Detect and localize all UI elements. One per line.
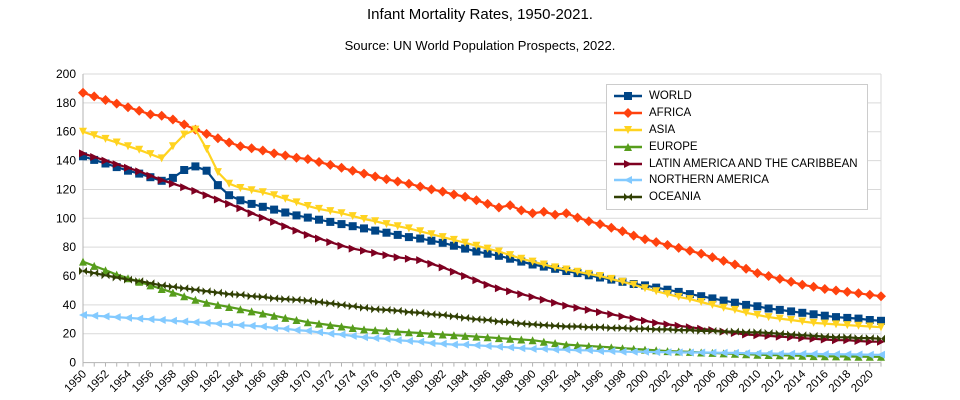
svg-text:20: 20 (63, 327, 77, 341)
legend-item-northern-america: NORTHERN AMERICA (613, 172, 863, 189)
svg-text:1998: 1998 (602, 368, 629, 395)
svg-text:1988: 1988 (490, 368, 517, 395)
svg-text:1992: 1992 (535, 368, 562, 395)
svg-text:2020: 2020 (849, 368, 876, 395)
svg-text:1986: 1986 (467, 368, 494, 395)
legend-item-asia: ASIA (613, 122, 863, 139)
legend-label-northern-america: NORTHERN AMERICA (649, 174, 769, 187)
svg-text:1980: 1980 (400, 368, 427, 395)
legend-label-africa: AFRICA (649, 107, 692, 120)
svg-text:2006: 2006 (692, 368, 719, 395)
legend-label-europe: EUROPE (649, 140, 698, 153)
legend-marker-latin-america-and-the-caribbean-icon (614, 159, 642, 168)
svg-text:2000: 2000 (625, 368, 652, 395)
legend-marker-europe-icon (614, 142, 642, 151)
legend-item-latin-america-and-the-caribbean: LATIN AMERICA AND THE CARIBBEAN (613, 155, 863, 172)
series-oceania-markers (79, 267, 885, 343)
svg-text:40: 40 (63, 298, 77, 312)
legend-marker-world-icon (614, 92, 642, 101)
y-axis-labels: 0 20 40 60 80 100 120 140 160 180 200 (56, 67, 76, 370)
svg-text:1962: 1962 (197, 368, 224, 395)
svg-text:1970: 1970 (287, 368, 314, 395)
svg-text:1956: 1956 (130, 368, 157, 395)
legend-item-europe: EUROPE (613, 138, 863, 155)
svg-text:2002: 2002 (647, 368, 674, 395)
svg-text:1964: 1964 (220, 368, 247, 395)
svg-text:0: 0 (69, 356, 76, 370)
svg-text:1950: 1950 (63, 368, 90, 395)
svg-text:1954: 1954 (107, 368, 134, 395)
svg-text:1982: 1982 (422, 368, 449, 395)
legend-item-oceania: OCEANIA (613, 189, 863, 206)
series-oceania (79, 267, 885, 343)
svg-text:1972: 1972 (310, 368, 337, 395)
chart-title: Infant Mortality Rates, 1950-2021. (367, 6, 593, 23)
svg-text:160: 160 (56, 125, 76, 139)
legend-marker-northern-america-icon (614, 176, 642, 185)
series-asia (79, 125, 885, 332)
legend-item-africa: AFRICA (613, 105, 863, 122)
svg-text:100: 100 (56, 211, 76, 225)
svg-text:60: 60 (63, 269, 77, 283)
svg-text:2014: 2014 (782, 368, 809, 395)
series-northern-america (79, 311, 885, 359)
svg-text:1968: 1968 (265, 368, 292, 395)
svg-text:120: 120 (56, 182, 76, 196)
x-axis-labels: 1950195219541956195819601962196419661968… (63, 368, 876, 395)
svg-text:1984: 1984 (445, 368, 472, 395)
svg-text:200: 200 (56, 67, 76, 81)
svg-text:2004: 2004 (669, 368, 696, 395)
svg-text:1978: 1978 (377, 368, 404, 395)
svg-text:180: 180 (56, 96, 76, 110)
legend-label-latin-america-and-the-caribbean: LATIN AMERICA AND THE CARIBBEAN (649, 157, 858, 170)
legend-marker-africa-icon (614, 108, 642, 119)
svg-text:2012: 2012 (759, 368, 786, 395)
svg-text:2016: 2016 (804, 368, 831, 395)
legend-label-world: WORLD (649, 90, 692, 103)
svg-text:1990: 1990 (512, 368, 539, 395)
svg-text:80: 80 (63, 240, 77, 254)
legend-label-oceania: OCEANIA (649, 191, 701, 204)
series-asia-markers (79, 125, 885, 332)
legend-item-world: WORLD (613, 88, 863, 105)
svg-text:1976: 1976 (355, 368, 382, 395)
svg-text:140: 140 (56, 154, 76, 168)
svg-text:2018: 2018 (827, 368, 854, 395)
svg-text:1958: 1958 (152, 368, 179, 395)
svg-text:1996: 1996 (580, 368, 607, 395)
chart-legend: WORLD AFRICA ASIA EUROPE LATIN AMERICA AND T… (606, 84, 868, 210)
series-northern-america-markers (79, 311, 885, 359)
svg-text:1952: 1952 (85, 368, 112, 395)
legend-marker-asia-icon (614, 125, 642, 134)
x-axis-ticks (82, 362, 882, 367)
svg-text:1966: 1966 (242, 368, 269, 395)
svg-text:1960: 1960 (175, 368, 202, 395)
svg-text:1994: 1994 (557, 368, 584, 395)
legend-label-asia: ASIA (649, 123, 676, 136)
svg-text:1974: 1974 (332, 368, 359, 395)
svg-text:2008: 2008 (714, 368, 741, 395)
svg-text:2010: 2010 (737, 368, 764, 395)
legend-marker-oceania-icon (614, 193, 642, 202)
chart-subtitle: Source: UN World Population Prospects, 2… (344, 38, 616, 53)
